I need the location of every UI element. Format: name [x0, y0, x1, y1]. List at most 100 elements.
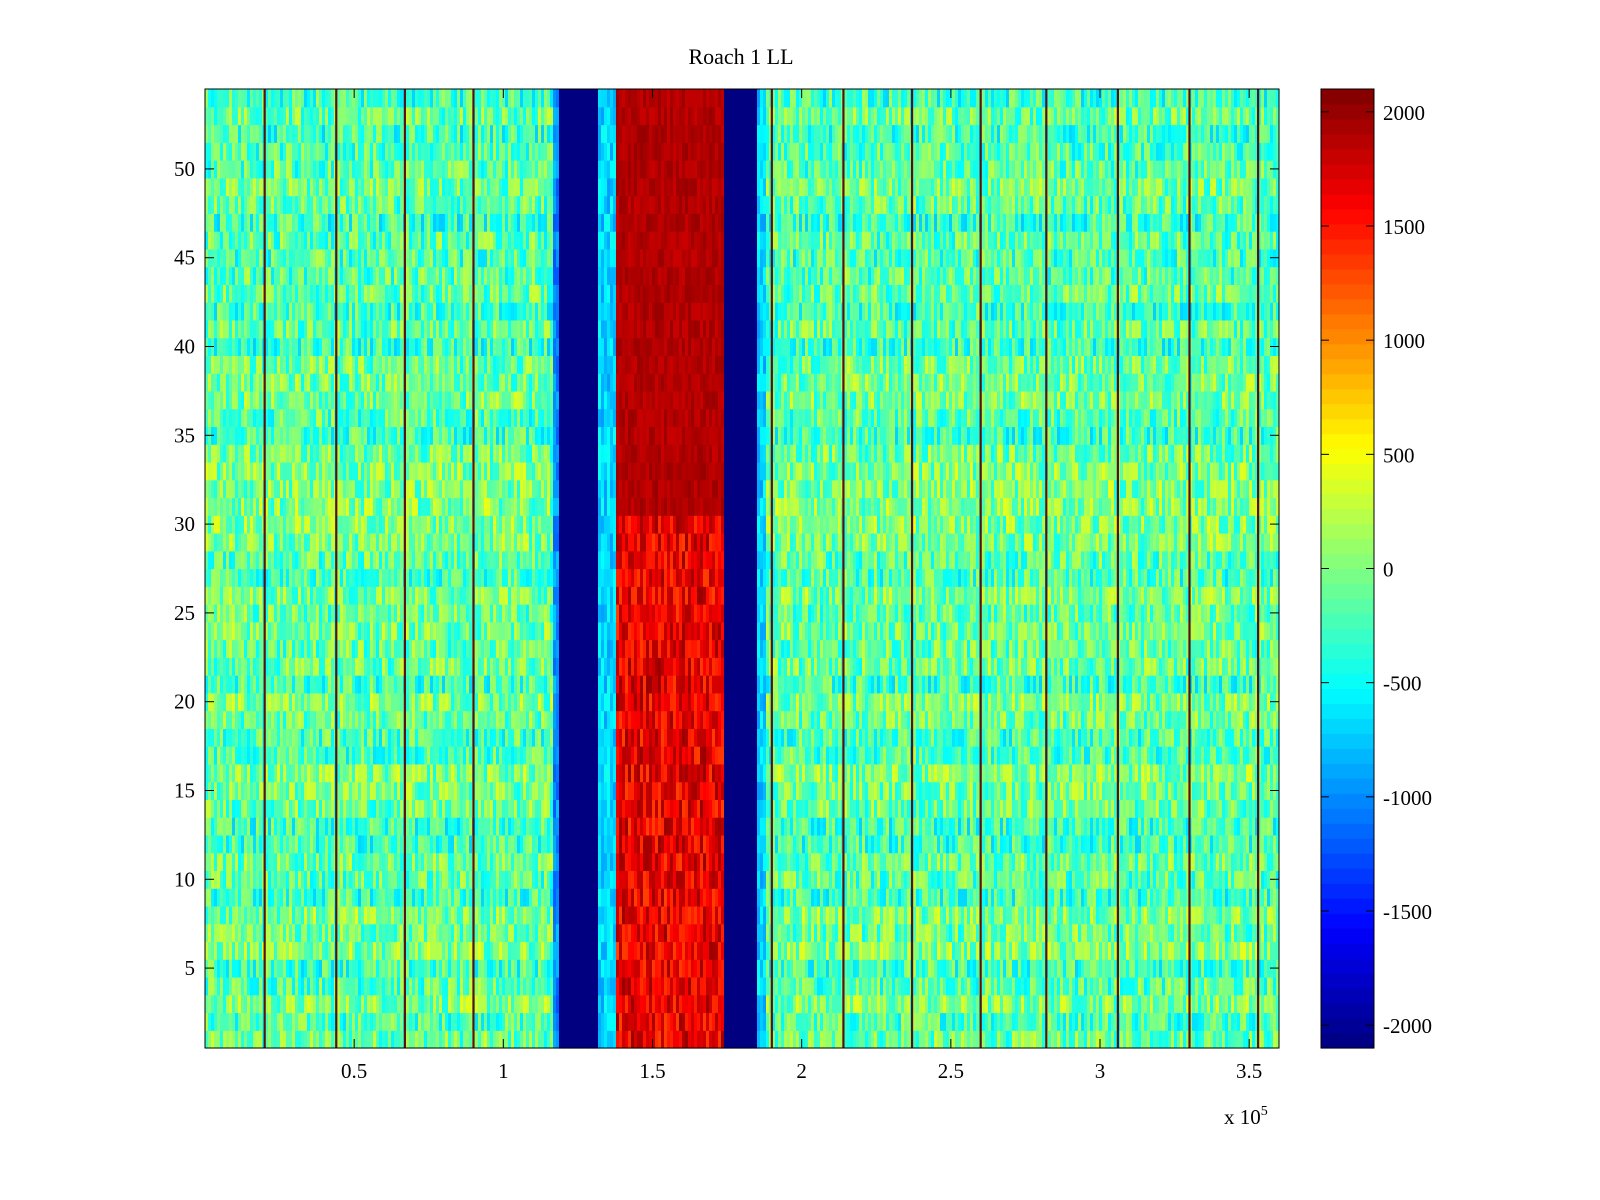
heatmap-cell	[1036, 1012, 1040, 1031]
heatmap-cell	[1150, 905, 1154, 925]
heatmap-cell	[271, 870, 275, 889]
heatmap-cell	[211, 852, 215, 872]
heatmap-cell	[838, 817, 842, 836]
heatmap-cell	[820, 1012, 824, 1031]
heatmap-cell	[487, 799, 491, 818]
heatmap-cell	[478, 959, 482, 978]
heatmap-cell	[220, 799, 224, 818]
heatmap-cell	[1195, 905, 1199, 925]
heatmap-cell	[1114, 905, 1118, 925]
heatmap-cell	[559, 959, 563, 978]
heatmap-cell	[730, 1030, 734, 1049]
heatmap-cell	[478, 852, 482, 872]
heatmap-cell	[1000, 994, 1004, 1014]
heatmap-cell	[838, 799, 842, 818]
heatmap-cell	[436, 905, 440, 925]
heatmap-cell	[577, 994, 581, 1014]
heatmap-cell	[907, 817, 911, 836]
heatmap-cell	[604, 888, 608, 907]
heatmap-cell	[268, 817, 272, 836]
heatmap-cell	[274, 870, 278, 889]
heatmap-cell	[574, 852, 578, 872]
heatmap-cell	[451, 1012, 455, 1031]
heatmap-cell	[796, 923, 800, 943]
heatmap-cell	[364, 834, 368, 854]
heatmap-cell	[895, 817, 899, 836]
heatmap-cell	[991, 976, 995, 996]
heatmap-cell	[430, 799, 434, 818]
heatmap-cell	[223, 852, 227, 872]
heatmap-cell	[796, 888, 800, 907]
heatmap-cell	[1102, 941, 1106, 960]
heatmap-cell	[673, 994, 677, 1014]
heatmap-cell	[328, 817, 332, 836]
heatmap-cell	[1243, 959, 1247, 978]
heatmap-cell	[1189, 817, 1193, 836]
heatmap-cell	[646, 905, 650, 925]
heatmap-cell	[1264, 834, 1268, 854]
heatmap-cell	[1093, 959, 1097, 978]
heatmap-cell	[505, 994, 509, 1014]
heatmap-cell	[667, 976, 671, 996]
heatmap-cell	[742, 905, 746, 925]
heatmap-cell	[265, 817, 269, 836]
heatmap-cell	[514, 834, 518, 854]
heatmap-cell	[607, 941, 611, 960]
heatmap-cell	[463, 852, 467, 872]
heatmap-cell	[475, 852, 479, 872]
heatmap-cell	[229, 870, 233, 889]
heatmap-cell	[229, 976, 233, 996]
heatmap-cell	[649, 1030, 653, 1049]
heatmap-cell	[727, 834, 731, 854]
heatmap-cell	[763, 905, 767, 925]
heatmap-cell	[580, 888, 584, 907]
heatmap-cell	[367, 994, 371, 1014]
heatmap-cell	[748, 976, 752, 996]
heatmap-cell	[865, 923, 869, 943]
heatmap-cell	[664, 817, 668, 836]
heatmap-cell	[625, 941, 629, 960]
heatmap-cell	[856, 923, 860, 943]
heatmap-cell	[1102, 923, 1106, 943]
heatmap-cell	[1201, 941, 1205, 960]
heatmap-cell	[1222, 959, 1226, 978]
heatmap-cell	[427, 905, 431, 925]
heatmap-cell	[487, 870, 491, 889]
heatmap-cell	[592, 799, 596, 818]
heatmap-cell	[208, 834, 212, 854]
heatmap-cell	[1258, 923, 1262, 943]
heatmap-cell	[1171, 941, 1175, 960]
heatmap-cell	[460, 852, 464, 872]
heatmap-cell	[988, 941, 992, 960]
heatmap-cell	[247, 959, 251, 978]
heatmap-cell	[571, 994, 575, 1014]
heatmap-cell	[1066, 852, 1070, 872]
heatmap-cell	[1078, 994, 1082, 1014]
heatmap-cell	[1204, 959, 1208, 978]
heatmap-cell	[736, 870, 740, 889]
heatmap-cell	[208, 1012, 212, 1031]
heatmap-cell	[607, 976, 611, 996]
heatmap-cell	[1264, 941, 1268, 960]
heatmap-cell	[826, 817, 830, 836]
heatmap-cell	[469, 799, 473, 818]
heatmap-cell	[991, 1030, 995, 1049]
heatmap-cell	[751, 941, 755, 960]
heatmap-cell	[1216, 1012, 1220, 1031]
heatmap-cell	[1144, 852, 1148, 872]
heatmap-cell	[1066, 799, 1070, 818]
heatmap-cell	[790, 817, 794, 836]
heatmap-cell	[631, 1012, 635, 1031]
heatmap-cell	[844, 976, 848, 996]
heatmap-cell	[625, 799, 629, 818]
heatmap-cell	[1006, 799, 1010, 818]
heatmap-cell	[496, 905, 500, 925]
heatmap-cell	[736, 959, 740, 978]
heatmap-cell	[673, 976, 677, 996]
heatmap-cell	[343, 852, 347, 872]
heatmap-cell	[1198, 834, 1202, 854]
heatmap-cell	[265, 994, 269, 1014]
heatmap-cell	[1027, 1012, 1031, 1031]
heatmap-cell	[589, 834, 593, 854]
heatmap-cell	[937, 1012, 941, 1031]
